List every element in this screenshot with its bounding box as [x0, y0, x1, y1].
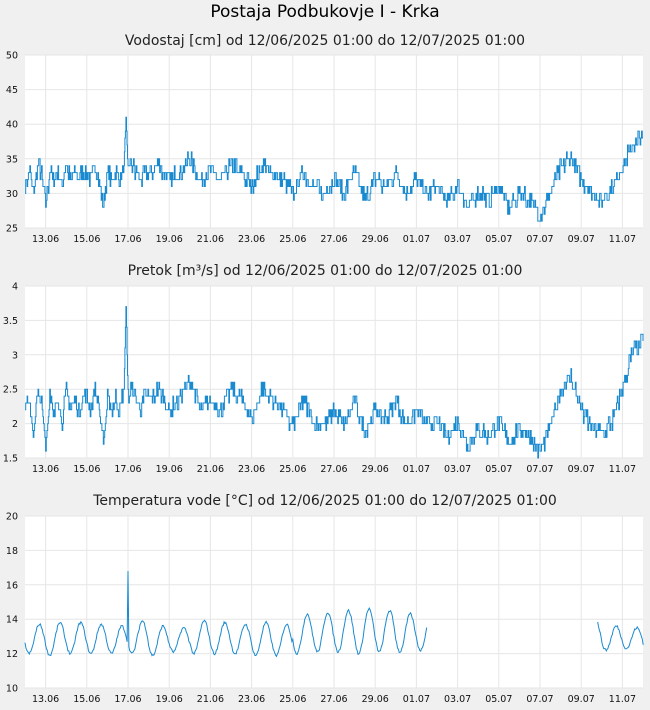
chart-panel-pretok: Pretok [m³/s] od 12/06/2025 01:00 do 12/… — [3, 263, 644, 475]
x-tick-label: 13.06 — [32, 464, 59, 475]
x-tick-label: 19.06 — [156, 464, 183, 475]
x-tick-label: 11.07 — [609, 234, 636, 245]
chart-panel-vodostaj: Vodostaj [cm] od 12/06/2025 01:00 do 12/… — [6, 33, 643, 245]
y-tick-label: 25 — [6, 224, 18, 235]
x-tick-label: 21.06 — [197, 234, 224, 245]
x-tick-label: 19.06 — [156, 234, 183, 245]
x-tick-label: 05.07 — [485, 694, 512, 705]
x-tick-label: 13.06 — [32, 234, 59, 245]
x-tick-label: 03.07 — [444, 464, 471, 475]
x-tick-label: 15.06 — [73, 694, 100, 705]
x-tick-label: 01.07 — [403, 234, 430, 245]
x-tick-label: 17.06 — [114, 464, 141, 475]
x-tick-label: 09.07 — [568, 694, 595, 705]
x-tick-label: 13.06 — [32, 694, 59, 705]
x-tick-label: 27.06 — [320, 234, 347, 245]
x-tick-label: 23.06 — [238, 234, 265, 245]
y-tick-label: 50 — [6, 51, 18, 62]
x-tick-label: 07.07 — [526, 464, 553, 475]
x-tick-label: 25.06 — [279, 464, 306, 475]
x-tick-label: 21.06 — [197, 694, 224, 705]
y-tick-label: 14 — [6, 615, 18, 626]
x-tick-label: 09.07 — [568, 464, 595, 475]
series-line-segment-2 — [597, 621, 644, 653]
y-tick-label: 18 — [6, 546, 18, 557]
x-tick-label: 07.07 — [526, 234, 553, 245]
x-tick-label: 29.06 — [362, 234, 389, 245]
x-tick-label: 05.07 — [485, 464, 512, 475]
x-tick-label: 17.06 — [114, 694, 141, 705]
y-tick-label: 2 — [12, 419, 18, 430]
y-tick-label: 30 — [6, 189, 18, 200]
x-tick-label: 07.07 — [526, 694, 553, 705]
x-tick-label: 21.06 — [197, 464, 224, 475]
chart-title: Temperatura vode [°C] od 12/06/2025 01:0… — [92, 493, 557, 509]
main-title: Postaja Podbukovje I - Krka — [210, 2, 440, 22]
x-tick-label: 01.07 — [403, 464, 430, 475]
y-tick-label: 3.5 — [3, 316, 18, 327]
x-tick-label: 09.07 — [568, 234, 595, 245]
x-tick-label: 19.06 — [156, 694, 183, 705]
chart-title: Vodostaj [cm] od 12/06/2025 01:00 do 12/… — [125, 33, 525, 49]
y-tick-label: 35 — [6, 154, 18, 165]
y-tick-label: 16 — [6, 580, 18, 591]
x-tick-label: 11.07 — [609, 694, 636, 705]
series-line-segment-1 — [24, 570, 428, 658]
x-tick-label: 27.06 — [320, 464, 347, 475]
x-tick-label: 11.07 — [609, 464, 636, 475]
y-tick-label: 3 — [12, 350, 18, 361]
y-tick-label: 12 — [6, 649, 18, 660]
series-line — [25, 116, 643, 222]
x-tick-label: 17.06 — [114, 234, 141, 245]
x-tick-label: 01.07 — [403, 694, 430, 705]
x-tick-label: 15.06 — [73, 234, 100, 245]
x-tick-label: 29.06 — [362, 464, 389, 475]
x-tick-label: 29.06 — [362, 694, 389, 705]
series-line — [25, 306, 644, 459]
x-tick-label: 05.07 — [485, 234, 512, 245]
x-tick-label: 23.06 — [238, 464, 265, 475]
y-tick-label: 40 — [6, 120, 18, 131]
x-tick-label: 25.06 — [279, 234, 306, 245]
x-tick-label: 03.07 — [444, 694, 471, 705]
x-tick-label: 15.06 — [73, 464, 100, 475]
y-tick-label: 1.5 — [3, 454, 18, 465]
y-tick-label: 2.5 — [3, 385, 18, 396]
x-tick-label: 27.06 — [320, 694, 347, 705]
x-tick-label: 23.06 — [238, 694, 265, 705]
x-tick-label: 03.07 — [444, 234, 471, 245]
y-tick-label: 4 — [12, 282, 18, 293]
chart-panel-temperatura: Temperatura vode [°C] od 12/06/2025 01:0… — [6, 493, 644, 705]
y-tick-label: 20 — [6, 512, 18, 523]
x-tick-label: 25.06 — [279, 694, 306, 705]
y-tick-label: 45 — [6, 85, 18, 96]
chart-title: Pretok [m³/s] od 12/06/2025 01:00 do 12/… — [128, 263, 523, 279]
y-tick-label: 10 — [6, 684, 18, 695]
